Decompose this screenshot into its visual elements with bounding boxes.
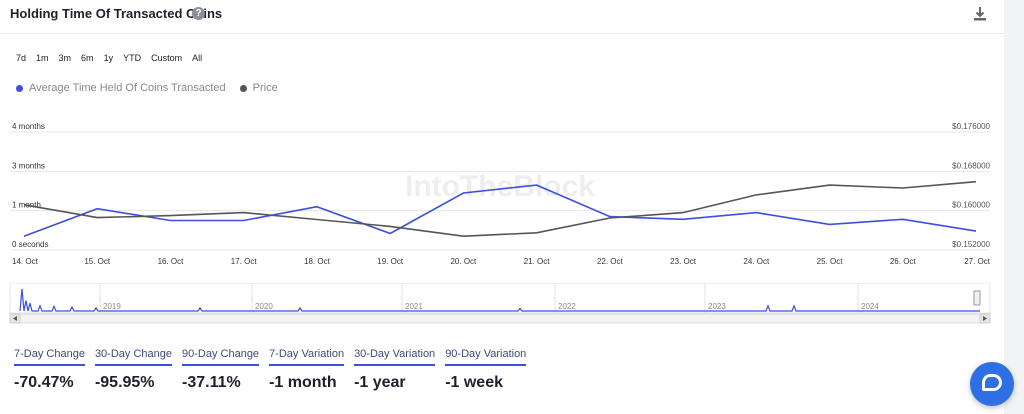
scroll-left-arrow-icon [13, 316, 17, 321]
x-tick-label: 14. Oct [12, 257, 39, 266]
right-tick-label: $0.168000 [952, 161, 990, 170]
year-label: 2021 [405, 302, 423, 311]
chat-bubble-icon[interactable] [970, 362, 1014, 406]
x-tick-label: 22. Oct [597, 257, 624, 266]
stat-30day-change: 30-Day Change -95.95% [94, 348, 172, 392]
card-header: Holding Time Of Transacted Coins ? [0, 0, 1004, 34]
right-tick-label: $0.160000 [952, 201, 990, 210]
time-navigator[interactable]: 2019 2020 2021 2022 2023 2024 [0, 283, 1004, 325]
range-all-button[interactable]: All [192, 53, 203, 63]
range-1y-button[interactable]: 1y [103, 53, 114, 63]
legend-label-avg-time: Average Time Held Of Coins Transacted [29, 82, 226, 94]
legend-dot-avg-time [16, 84, 23, 92]
range-6m-button[interactable]: 6m [81, 53, 94, 63]
navigator-frame [9, 283, 991, 314]
year-label: 2019 [103, 302, 121, 311]
series-line-avg-time [23, 184, 977, 237]
stats-row: 7-Day Change -70.47% 30-Day Change -95.9… [14, 348, 527, 392]
legend-item-price[interactable]: Price [239, 82, 278, 94]
year-label: 2023 [708, 302, 726, 311]
series-line-price [23, 180, 977, 238]
range-7d-button[interactable]: 7d [16, 53, 27, 63]
year-label: 2022 [558, 302, 576, 311]
stat-label: 7-Day Change [14, 348, 85, 366]
x-tick-label: 18. Oct [304, 257, 331, 266]
legend-label-price: Price [252, 82, 278, 94]
x-tick-label: 27. Oct [964, 257, 991, 266]
stat-90day-variation: 90-Day Variation -1 week [445, 348, 527, 392]
stat-label: 7-Day Variation [269, 348, 345, 366]
left-tick-label: 3 months [12, 161, 45, 170]
stat-7day-change: 7-Day Change -70.47% [14, 348, 85, 392]
stat-value: -1 month [269, 374, 337, 391]
right-tick-label: $0.152000 [952, 240, 990, 249]
year-label: 2024 [861, 302, 879, 311]
right-tick-label: $0.176000 [952, 122, 990, 131]
stat-label: 90-Day Change [182, 348, 260, 366]
navigator-scrollbar[interactable] [9, 313, 991, 324]
range-custom-button[interactable]: Custom [151, 53, 183, 63]
x-tick-label: 15. Oct [84, 257, 111, 266]
x-tick-label: 26. Oct [890, 257, 917, 266]
stat-label: 30-Day Variation [354, 348, 436, 366]
range-1m-button[interactable]: 1m [36, 53, 49, 63]
left-tick-label: 0 seconds [12, 240, 48, 249]
download-icon[interactable] [972, 6, 988, 22]
chart-legend: Average Time Held Of Coins Transacted Pr… [16, 82, 278, 94]
left-tick-label: 4 months [12, 122, 45, 131]
stat-7day-variation: 7-Day Variation -1 month [269, 348, 345, 392]
stat-value: -95.95% [94, 374, 155, 391]
stat-30day-variation: 30-Day Variation -1 year [354, 348, 436, 392]
navigator-handle[interactable] [973, 290, 981, 306]
stat-90day-change: 90-Day Change -37.11% [182, 348, 260, 392]
stat-value: -70.47% [14, 374, 74, 391]
legend-item-avg-time[interactable]: Average Time Held Of Coins Transacted [16, 82, 226, 94]
x-tick-label: 24. Oct [743, 257, 770, 266]
range-selector: 7d 1m 3m 6m 1y YTD Custom All [12, 51, 206, 65]
legend-dot-price [239, 84, 247, 92]
x-tick-label: 19. Oct [377, 257, 404, 266]
stat-value: -37.11% [182, 374, 241, 391]
x-tick-label: 17. Oct [231, 257, 258, 266]
question-circle-icon[interactable]: ? [192, 7, 205, 20]
chart-title: Holding Time Of Transacted Coins [10, 6, 223, 21]
stat-value: -1 year [354, 374, 406, 391]
stat-value: -1 week [445, 374, 503, 391]
stat-label: 30-Day Change [94, 348, 172, 366]
range-ytd-button[interactable]: YTD [123, 53, 142, 63]
x-tick-label: 25. Oct [817, 257, 844, 266]
range-3m-button[interactable]: 3m [58, 53, 72, 63]
scroll-right-arrow-icon [983, 316, 987, 321]
chat-bubble-shape [982, 374, 1002, 391]
x-tick-label: 16. Oct [158, 257, 185, 266]
year-label: 2020 [255, 302, 273, 311]
x-tick-label: 20. Oct [450, 257, 477, 266]
x-tick-label: 21. Oct [524, 257, 551, 266]
stat-label: 90-Day Variation [445, 348, 527, 366]
navigator-series [19, 288, 980, 312]
x-tick-label: 23. Oct [670, 257, 697, 266]
